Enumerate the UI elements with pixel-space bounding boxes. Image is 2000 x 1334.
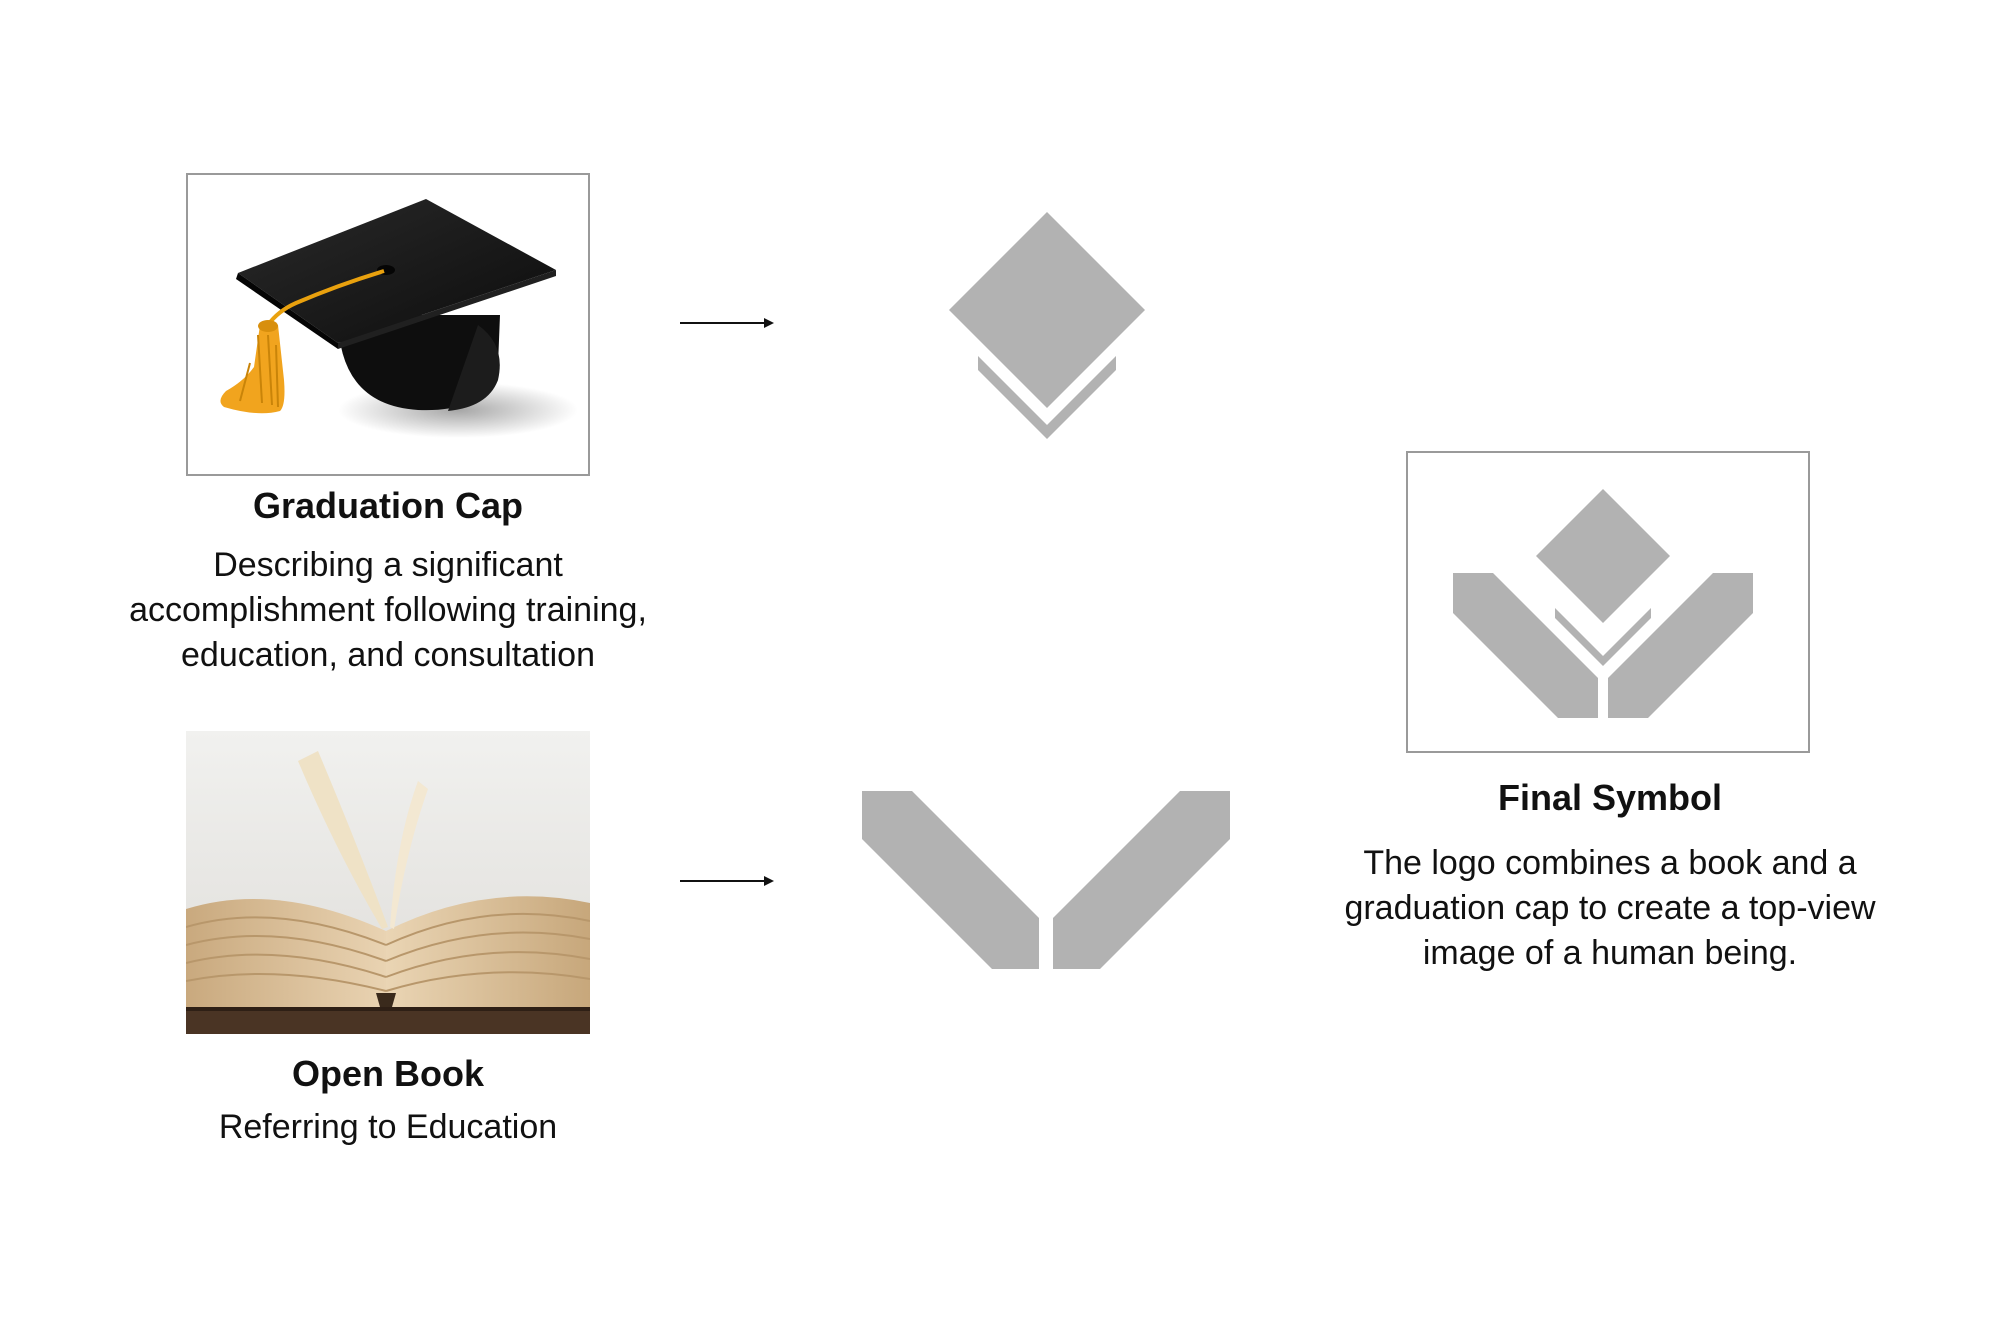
graduation-cap-description: Describing a significant accomplishment … bbox=[129, 546, 647, 674]
open-book-photo bbox=[186, 731, 590, 1034]
final-symbol-frame bbox=[1406, 451, 1810, 753]
open-book-title: Open Book bbox=[291, 1053, 484, 1094]
arrow-right-icon bbox=[680, 318, 774, 328]
graduation-cap-title: Graduation Cap bbox=[252, 485, 524, 526]
graduation-cap-icon bbox=[220, 199, 578, 438]
arrow-right-icon bbox=[680, 876, 774, 886]
open-book-description: Referring to Education bbox=[218, 1108, 558, 1146]
cap-symbol-icon bbox=[949, 212, 1145, 439]
final-logo-icon bbox=[1453, 489, 1753, 718]
final-symbol-title: Final Symbol bbox=[1497, 777, 1723, 818]
graduation-cap-photo bbox=[186, 173, 590, 476]
final-symbol-description: The logo combines a book and a graduatio… bbox=[1344, 844, 1876, 972]
book-symbol-icon bbox=[862, 791, 1230, 969]
open-book-icon bbox=[186, 731, 590, 1034]
